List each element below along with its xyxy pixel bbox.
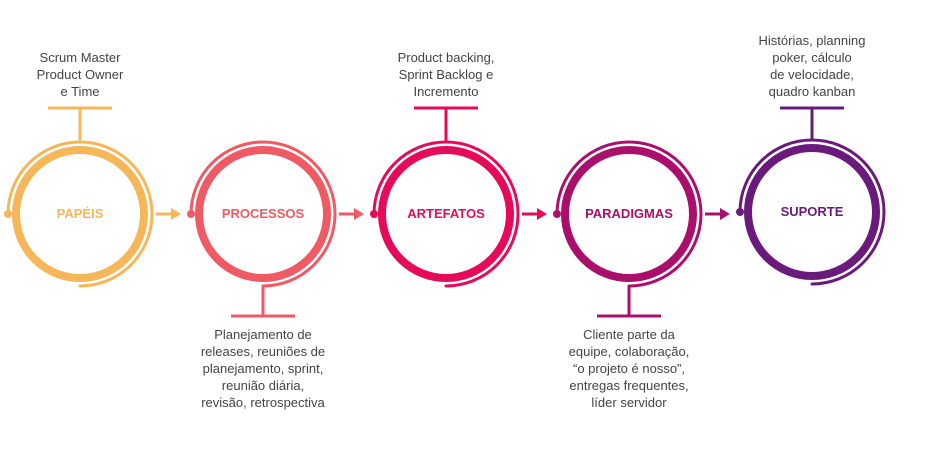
stage-description-line: Planejamento de <box>214 327 312 342</box>
stage-description-line: Scrum Master <box>39 50 121 65</box>
stage-label: PARADIGMAS <box>585 206 673 221</box>
stage-description-line: equipe, colaboração, <box>568 344 690 359</box>
stage-description-line: Product Owner <box>36 67 124 82</box>
stage-arrow-head <box>354 208 364 220</box>
stage-label: ARTEFATOS <box>407 206 485 221</box>
stage-outer-arc <box>6 140 154 288</box>
stage-arrow-head <box>537 208 547 220</box>
stage-outer-arc <box>555 140 703 288</box>
stage-ring <box>12 146 148 282</box>
stage-description-line: líder servidor <box>591 395 667 410</box>
stage-arrow-head <box>720 208 730 220</box>
stage-description-line: Incremento <box>413 84 479 99</box>
stage-description-line: quadro kanban <box>768 84 856 99</box>
stage-description-line: planejamento, sprint, <box>202 361 324 376</box>
stage-arc-dot <box>187 210 195 218</box>
stage-outer-arc <box>372 140 520 288</box>
stage-label: SUPORTE <box>780 204 844 219</box>
stage-label: PAPÉIS <box>56 206 104 221</box>
stage-ring <box>561 146 697 282</box>
stage-description-line: Cliente parte da <box>583 327 675 342</box>
stage-description-line: poker, cálculo <box>772 50 852 65</box>
stage-description-line: de velocidade, <box>770 67 854 82</box>
stage-ring <box>744 144 880 280</box>
stage-outer-arc <box>189 140 337 288</box>
stage-arrow-head <box>171 208 181 220</box>
stage-description-line: Sprint Backlog e <box>398 67 494 82</box>
stage-ring <box>378 146 514 282</box>
stage-description-line: “o projeto é nosso”, <box>572 361 685 376</box>
stage-arc-dot <box>736 208 744 216</box>
stage-arc-dot <box>553 210 561 218</box>
stage-description-line: revisão, retrospectiva <box>201 395 325 410</box>
stage-ring <box>195 146 331 282</box>
stage-outer-arc <box>738 138 886 286</box>
stage-arc-dot <box>370 210 378 218</box>
stage-label: PROCESSOS <box>221 206 305 221</box>
stage-description-line: reunião diária, <box>221 378 305 393</box>
stage-description-line: releases, reuniões de <box>200 344 326 359</box>
stage-description-line: Product backing, <box>397 50 495 65</box>
stage-description-line: e Time <box>60 84 100 99</box>
stage-description-line: entregas frequentes, <box>569 378 689 393</box>
stage-arc-dot <box>4 210 12 218</box>
stage-description-line: Histórias, planning <box>758 33 866 48</box>
